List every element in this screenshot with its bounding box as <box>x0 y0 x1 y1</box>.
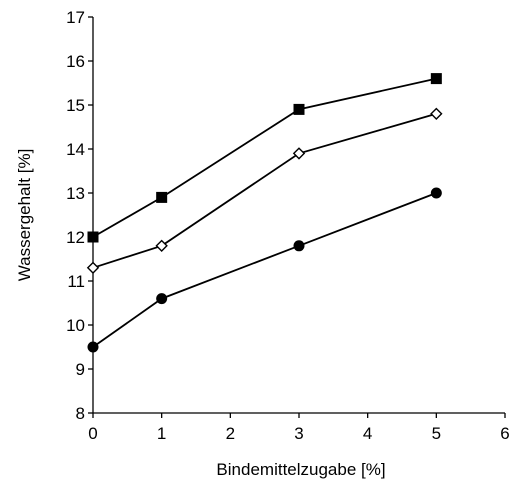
series-3-point <box>293 240 305 252</box>
y-tick-label: 14 <box>66 140 85 159</box>
y-tick-label: 9 <box>76 360 85 379</box>
x-tick-label: 5 <box>432 424 441 443</box>
series-3-point <box>87 341 99 353</box>
series-1-line <box>92 77 437 238</box>
y-tick-label: 15 <box>66 96 85 115</box>
y-tick-label: 12 <box>66 228 85 247</box>
series-2-point <box>292 147 306 160</box>
series-1-point <box>156 191 168 203</box>
series-3-point <box>430 187 442 199</box>
y-tick-label: 10 <box>66 316 85 335</box>
x-axis-title: Bindemittelzugabe [%] <box>216 460 385 479</box>
y-axis-title: Wassergehalt [%] <box>15 149 34 282</box>
x-tick-label: 4 <box>363 424 372 443</box>
x-tick-label: 6 <box>500 424 509 443</box>
series-3-point <box>156 293 168 305</box>
y-tick-label: 17 <box>66 8 85 27</box>
series-1-point <box>87 231 99 243</box>
x-tick-label: 1 <box>157 424 166 443</box>
y-tick-label: 11 <box>67 272 85 291</box>
x-tick-label: 0 <box>88 424 97 443</box>
series-layer <box>86 73 443 353</box>
y-tick-label: 13 <box>66 184 85 203</box>
series-2-point <box>430 107 443 120</box>
series-1-point <box>293 103 305 115</box>
series-2-point <box>86 261 100 274</box>
series-2-point <box>155 239 168 252</box>
y-tick-label: 16 <box>66 52 85 71</box>
x-tick-label: 3 <box>294 424 303 443</box>
series-2-line <box>92 112 437 269</box>
series-1-point <box>430 73 442 85</box>
x-tick-label: 2 <box>226 424 235 443</box>
y-tick-label: 8 <box>76 404 85 423</box>
series-3-line <box>92 192 437 348</box>
